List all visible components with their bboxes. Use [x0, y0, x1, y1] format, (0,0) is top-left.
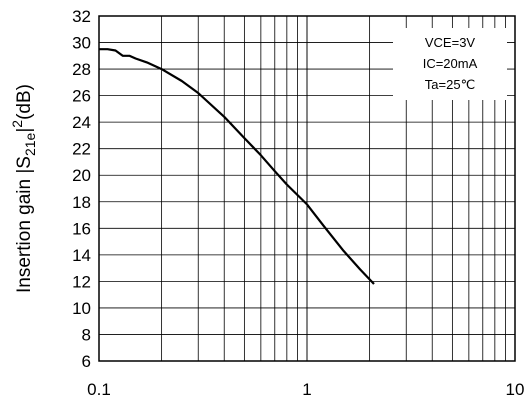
series-layer	[99, 48, 375, 285]
y-tick-label: 10	[72, 299, 91, 318]
y-axis-title-part: 21e	[22, 132, 38, 156]
y-tick-label: 32	[72, 7, 91, 26]
y-tick-label: 6	[82, 352, 91, 371]
y-axis-title-part: |	[14, 128, 35, 133]
y-axis-title-part: 2	[9, 120, 25, 128]
x-tick-label: 1	[302, 380, 311, 399]
series-line	[99, 48, 375, 285]
x-tick-label: 10	[506, 380, 525, 399]
y-tick-label: 22	[72, 140, 91, 159]
legend-background	[393, 28, 507, 100]
y-tick-label: 18	[72, 193, 91, 212]
condition-text: IC=20mA	[423, 56, 478, 71]
condition-text: VCE=3V	[425, 35, 476, 50]
y-tick-label: 8	[82, 325, 91, 344]
y-tick-label: 28	[72, 60, 91, 79]
y-tick-label: 14	[72, 246, 91, 265]
y-tick-label: 26	[72, 87, 91, 106]
y-axis-title-part: (dB)	[14, 84, 35, 120]
condition-text: Ta=25℃	[425, 77, 475, 92]
tick-labels: 6 8 10 12 14 16 18 20 22 24 26 28 30 32 0.1 1 10	[72, 7, 524, 399]
y-tick-label: 20	[72, 166, 91, 185]
plot-frame	[98, 15, 516, 362]
y-tick-label: 12	[72, 272, 91, 291]
y-tick-label: 24	[72, 113, 91, 132]
x-tick-label: 0.1	[87, 380, 111, 399]
y-axis-title: Insertion gain |S21e|2(dB)	[9, 84, 38, 293]
y-tick-label: 16	[72, 219, 91, 238]
legend-box: VCE=3V IC=20mA Ta=25℃	[393, 28, 507, 100]
y-tick-label: 30	[72, 34, 91, 53]
y-axis-title-part: Insertion gain |S	[14, 156, 35, 293]
